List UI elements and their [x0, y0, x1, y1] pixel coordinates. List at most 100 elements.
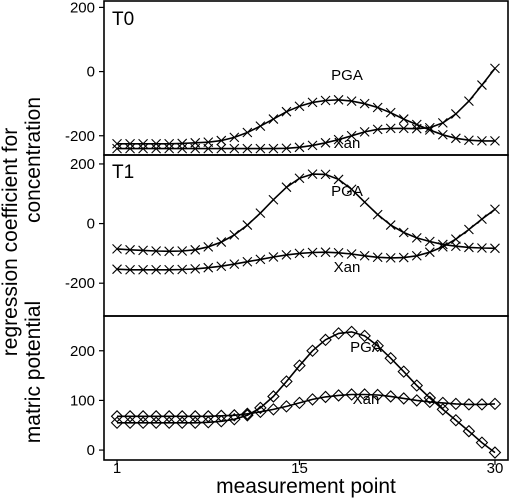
- series-label: PGA: [331, 67, 363, 84]
- data-point: [397, 392, 411, 405]
- data-point: [149, 416, 163, 430]
- data-point: [138, 138, 148, 149]
- panel-3: 200 100 0 PGA Xan: [70, 315, 509, 461]
- data-point: [372, 124, 383, 135]
- data-point: [125, 143, 135, 154]
- data-point: [450, 109, 461, 119]
- panel-label: T0: [112, 9, 134, 30]
- data-point: [162, 410, 176, 423]
- y-tick-label: 0: [87, 216, 95, 233]
- data-point: [358, 388, 371, 401]
- data-point: [359, 197, 370, 207]
- data-point: [268, 143, 279, 154]
- data-point: [294, 248, 305, 259]
- data-point: [281, 143, 292, 154]
- panel-frame: [103, 154, 509, 317]
- data-point: [475, 436, 489, 449]
- panel-label: T1: [112, 162, 134, 183]
- series-pga: PGA: [112, 67, 500, 149]
- data-point: [188, 416, 202, 430]
- data-point: [410, 394, 424, 407]
- data-point: [254, 405, 267, 419]
- data-point: [477, 214, 487, 224]
- data-point: [411, 232, 422, 243]
- data-point: [268, 194, 279, 205]
- y-axis-title-line-3: matric potential: [22, 301, 45, 443]
- data-point: [372, 102, 383, 113]
- x-tick-label: 1: [113, 460, 121, 477]
- data-point: [267, 390, 280, 403]
- data-point: [307, 169, 318, 179]
- data-point: [216, 261, 227, 272]
- data-point: [177, 264, 188, 275]
- data-point: [255, 208, 266, 219]
- data-point: [477, 243, 487, 253]
- y-tick-label: 0: [87, 64, 95, 81]
- data-point: [346, 130, 357, 141]
- data-point: [201, 410, 215, 423]
- data-point: [112, 138, 122, 149]
- data-point: [203, 262, 214, 273]
- data-point: [294, 173, 305, 184]
- data-point: [462, 424, 476, 438]
- data-point: [201, 415, 215, 429]
- data-point: [320, 169, 331, 180]
- data-point: [112, 244, 122, 254]
- data-point: [164, 246, 175, 257]
- data-point: [190, 143, 201, 154]
- data-point: [449, 413, 463, 427]
- data-point: [125, 244, 135, 255]
- data-point: [436, 396, 450, 410]
- data-point: [333, 134, 344, 145]
- data-point: [151, 143, 162, 154]
- data-point: [162, 416, 176, 430]
- data-point: [345, 388, 358, 401]
- data-point: [294, 142, 305, 153]
- data-point: [398, 252, 409, 263]
- data-point: [464, 96, 474, 106]
- data-point: [359, 98, 370, 109]
- data-point: [437, 129, 448, 140]
- y-tick-label: 200: [70, 0, 95, 16]
- y-tick-label: -200: [65, 128, 95, 145]
- data-point: [149, 410, 163, 423]
- data-point: [490, 243, 500, 254]
- data-point: [255, 143, 266, 154]
- panel-1: 200 0 -200 T0 PGA Xan: [65, 0, 509, 156]
- data-point: [151, 264, 162, 275]
- data-point: [411, 119, 422, 130]
- data-point: [268, 114, 279, 124]
- panel-frame: [103, 0, 509, 156]
- panel-frame: [103, 315, 509, 461]
- data-point: [397, 365, 411, 378]
- data-point: [424, 122, 435, 133]
- data-point: [450, 133, 461, 144]
- data-point: [242, 256, 253, 267]
- data-point: [123, 416, 137, 430]
- y-axis-title-line-2: concentration: [22, 97, 45, 223]
- data-point: [490, 135, 500, 146]
- data-point: [450, 234, 461, 244]
- x-axis: 1 15 30: [113, 460, 503, 477]
- data-point: [332, 389, 345, 402]
- data-point: [164, 264, 175, 275]
- data-point: [125, 264, 135, 275]
- data-point: [281, 106, 292, 117]
- data-point: [255, 121, 266, 132]
- data-point: [216, 237, 227, 247]
- data-point: [372, 252, 383, 263]
- data-point: [449, 397, 463, 411]
- data-point: [112, 264, 122, 275]
- data-point: [242, 220, 253, 230]
- data-point: [215, 409, 228, 423]
- data-point: [151, 246, 162, 256]
- data-point: [385, 123, 396, 134]
- data-point: [229, 143, 240, 154]
- data-point: [268, 252, 279, 262]
- data-point: [490, 63, 500, 74]
- data-point: [488, 446, 502, 459]
- data-point: [475, 398, 489, 411]
- data-point: [177, 138, 188, 149]
- data-point: [424, 247, 435, 258]
